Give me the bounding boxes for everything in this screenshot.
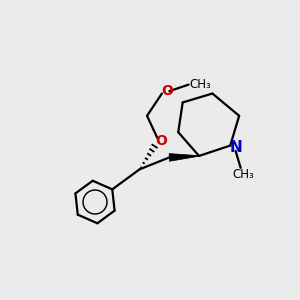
Text: CH₃: CH₃ — [233, 168, 254, 181]
Text: N: N — [229, 140, 242, 155]
Text: CH₃: CH₃ — [189, 78, 211, 91]
Polygon shape — [169, 154, 199, 161]
Text: O: O — [161, 84, 173, 98]
Text: O: O — [155, 134, 167, 148]
